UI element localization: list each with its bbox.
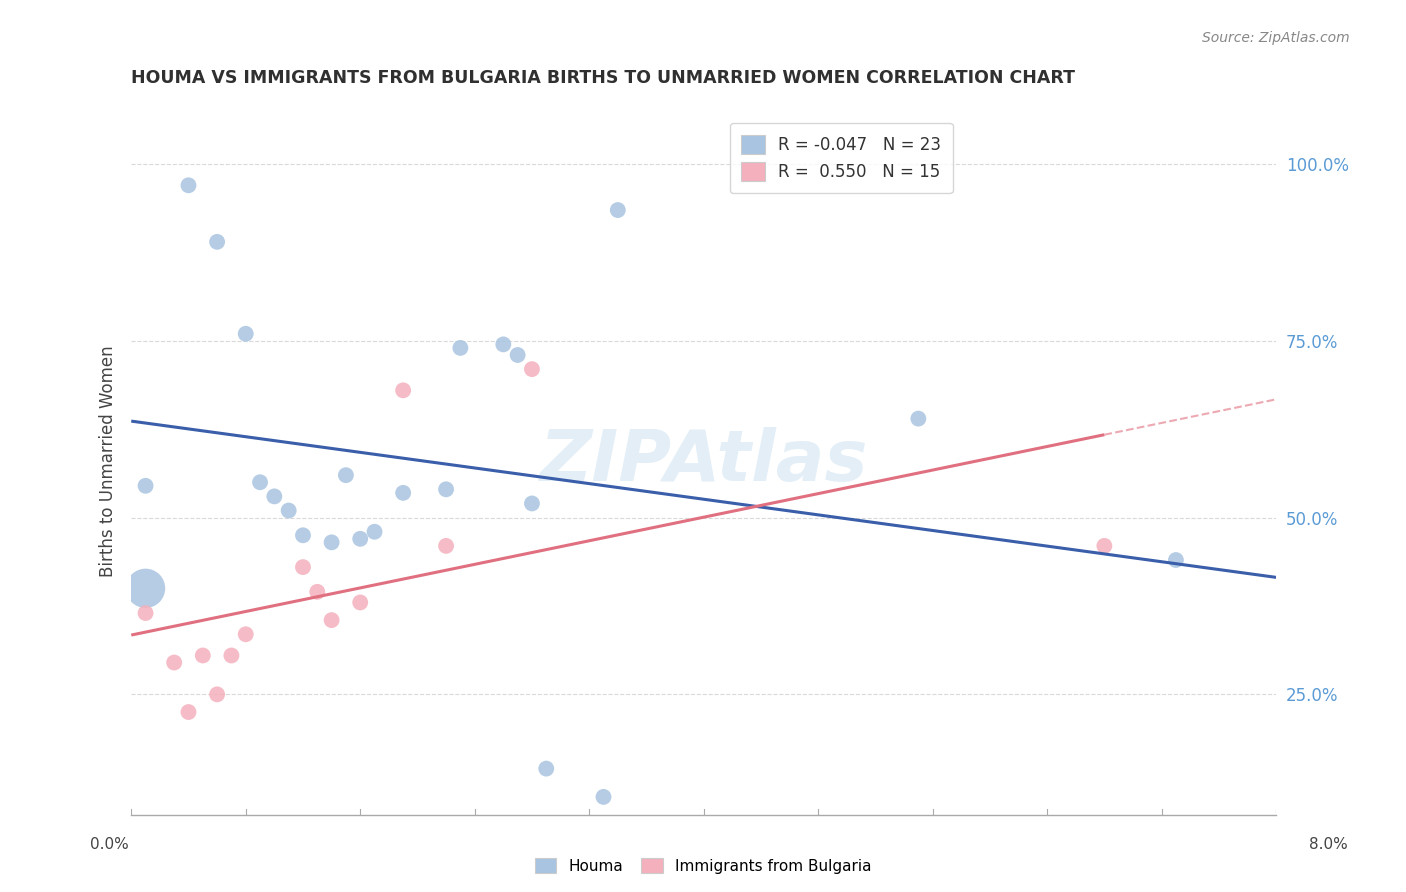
- Point: [506, 348, 529, 362]
- Legend: Houma, Immigrants from Bulgaria: Houma, Immigrants from Bulgaria: [529, 852, 877, 880]
- Legend: R = -0.047   N = 23, R =  0.550   N = 15: R = -0.047 N = 23, R = 0.550 N = 15: [730, 123, 952, 193]
- Point: [1164, 553, 1187, 567]
- Text: 8.0%: 8.0%: [1309, 838, 1348, 852]
- Y-axis label: Births to Unmarried Women: Births to Unmarried Women: [100, 345, 117, 577]
- Point: [449, 341, 471, 355]
- Point: [492, 337, 515, 351]
- Point: [349, 532, 371, 546]
- Point: [392, 384, 415, 398]
- Point: [592, 789, 614, 804]
- Point: [221, 648, 243, 663]
- Point: [177, 178, 200, 193]
- Point: [235, 326, 257, 341]
- Point: [163, 656, 186, 670]
- Point: [235, 627, 257, 641]
- Point: [363, 524, 385, 539]
- Point: [907, 411, 929, 425]
- Text: ZIPAtlas: ZIPAtlas: [540, 426, 868, 496]
- Point: [520, 496, 543, 510]
- Point: [1092, 539, 1115, 553]
- Point: [177, 705, 200, 719]
- Point: [349, 595, 371, 609]
- Point: [135, 582, 157, 596]
- Point: [520, 362, 543, 376]
- Point: [536, 762, 558, 776]
- Point: [307, 585, 329, 599]
- Point: [321, 613, 343, 627]
- Point: [277, 503, 299, 517]
- Point: [205, 687, 228, 701]
- Point: [135, 606, 157, 620]
- Point: [392, 486, 415, 500]
- Text: HOUMA VS IMMIGRANTS FROM BULGARIA BIRTHS TO UNMARRIED WOMEN CORRELATION CHART: HOUMA VS IMMIGRANTS FROM BULGARIA BIRTHS…: [131, 69, 1076, 87]
- Point: [291, 560, 314, 574]
- Point: [434, 483, 457, 497]
- Point: [606, 202, 628, 217]
- Point: [321, 535, 343, 549]
- Point: [263, 489, 285, 503]
- Point: [291, 528, 314, 542]
- Point: [434, 539, 457, 553]
- Point: [191, 648, 214, 663]
- Point: [249, 475, 271, 490]
- Text: Source: ZipAtlas.com: Source: ZipAtlas.com: [1202, 31, 1350, 45]
- Point: [335, 468, 357, 483]
- Text: 0.0%: 0.0%: [90, 838, 129, 852]
- Point: [135, 479, 157, 493]
- Point: [205, 235, 228, 249]
